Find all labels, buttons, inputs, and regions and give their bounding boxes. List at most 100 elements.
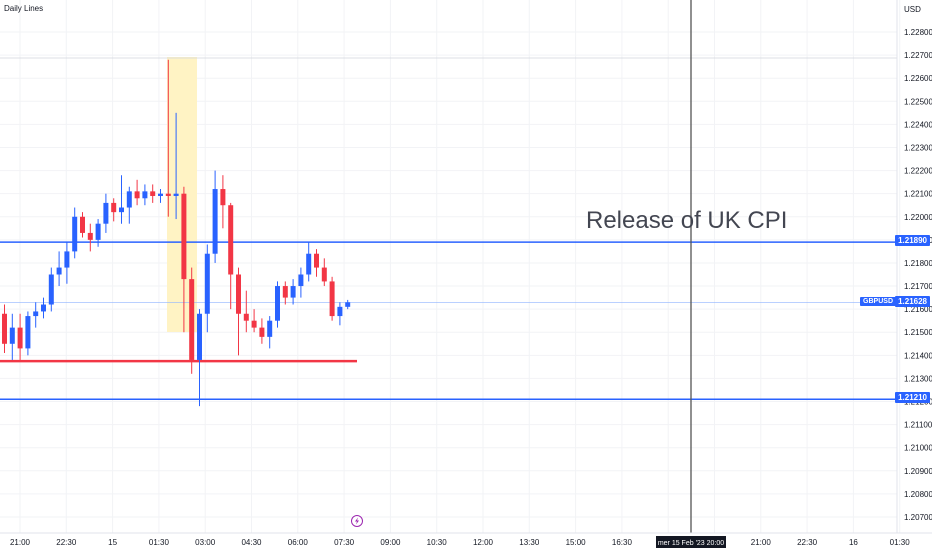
candle-body: [282, 286, 288, 298]
candle: [298, 267, 304, 298]
price-tick-label: 1.21000: [904, 444, 932, 453]
candle: [150, 184, 156, 203]
candle-body: [95, 223, 101, 240]
candle: [173, 112, 179, 220]
candle-body: [306, 253, 312, 275]
candle: [345, 299, 351, 310]
time-cursor-label-bg: [656, 536, 726, 548]
candle: [56, 251, 62, 287]
candle: [314, 249, 319, 277]
time-tick-label: 21:00: [751, 538, 772, 547]
candle-body: [126, 191, 132, 208]
candle-body: [212, 189, 218, 254]
price-tick-label: 1.22000: [904, 213, 932, 222]
candle-body: [103, 202, 109, 224]
candle: [103, 193, 109, 233]
time-tick-label: 06:00: [288, 538, 309, 547]
candle-body: [290, 286, 296, 298]
price-tick-label: 1.21500: [904, 328, 932, 337]
lightning-icon[interactable]: [351, 515, 363, 527]
candle-body: [267, 320, 273, 337]
price-tick-label: 1.22300: [904, 143, 932, 152]
candle: [282, 281, 288, 305]
candle: [181, 186, 187, 333]
candle: [306, 242, 312, 282]
price-tick-label: 1.20800: [904, 490, 932, 499]
time-axis[interactable]: 21:00 22:30 15 01:30 03:00 04:30 06:00 07:30 09:…: [10, 538, 932, 547]
time-tick-label: 03:00: [195, 538, 216, 547]
cpi-annotation-text[interactable]: Release of UK CPI: [586, 207, 787, 234]
price-axis[interactable]: 1.22800 1.22700 1.22600 1.22500 1.22400 1.223…: [904, 28, 932, 522]
indicator-title[interactable]: Daily Lines: [4, 4, 44, 13]
candle-body: [142, 191, 148, 199]
candle-body: [259, 327, 265, 337]
price-tick-label: 1.21700: [904, 282, 932, 291]
time-tick-label: 22:30: [56, 538, 77, 547]
candle: [321, 258, 327, 287]
candle-body: [41, 304, 46, 312]
candle: [25, 311, 31, 356]
candle-body: [321, 267, 327, 282]
time-tick-label: 16:30: [612, 538, 633, 547]
candle: [2, 304, 7, 354]
candle-body: [119, 207, 124, 213]
grid: [0, 0, 901, 533]
candle: [275, 281, 280, 328]
lower-level-price-badge: 1.21210: [895, 392, 930, 404]
candle-body: [25, 316, 31, 349]
candle: [33, 302, 39, 328]
time-tick-label: 15:00: [566, 538, 587, 547]
candle-body: [33, 311, 39, 317]
candle: [64, 242, 70, 284]
candle: [329, 276, 335, 321]
candle: [126, 186, 132, 224]
price-tick-label: 1.20900: [904, 467, 932, 476]
candle-body: [111, 202, 117, 213]
time-tick-label: 10:30: [427, 538, 448, 547]
candle-body: [329, 281, 335, 317]
time-tick-label: 13:30: [519, 538, 540, 547]
candle-body: [80, 216, 85, 233]
time-tick-label: 04:30: [241, 538, 262, 547]
candle: [197, 309, 202, 407]
price-tick-label: 1.22100: [904, 190, 932, 199]
candle: [220, 175, 226, 229]
candle-body: [220, 189, 226, 206]
candle-body: [173, 193, 179, 196]
candle-body: [56, 267, 62, 275]
candle-body: [345, 302, 351, 307]
candle: [9, 313, 15, 360]
price-tick-label: 1.21600: [904, 305, 932, 314]
time-tick-label: 21:00: [10, 538, 31, 547]
candle: [41, 297, 46, 319]
candle: [17, 313, 23, 360]
candle-body: [298, 274, 304, 287]
candle: [189, 267, 195, 374]
candle-body: [228, 205, 234, 275]
candle-body: [181, 193, 187, 280]
candle-body: [150, 191, 156, 196]
candle-body: [337, 306, 343, 317]
candle-body: [2, 313, 7, 344]
candle-body: [9, 327, 15, 344]
candle-body: [197, 313, 202, 360]
currency-label: USD: [904, 5, 921, 14]
candle: [259, 318, 265, 344]
candle: [158, 189, 163, 203]
candle: [337, 302, 343, 326]
price-tick-label: 1.22700: [904, 51, 932, 60]
candle: [228, 202, 234, 310]
candle: [236, 267, 241, 356]
candle: [48, 267, 54, 312]
candle: [111, 198, 117, 222]
candle: [72, 207, 78, 259]
candle-body: [204, 253, 210, 314]
candle-body: [189, 279, 195, 360]
candle: [243, 290, 249, 333]
price-tick-label: 1.22200: [904, 167, 932, 176]
price-tick-label: 1.21400: [904, 351, 932, 360]
candle: [165, 59, 171, 217]
candle-body: [17, 327, 23, 349]
